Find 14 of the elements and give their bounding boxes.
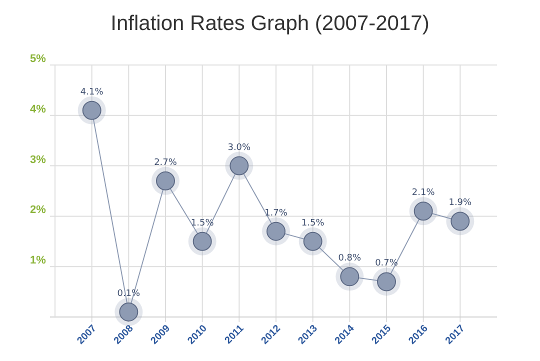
y-tick-label: 2%: [30, 204, 46, 216]
data-label: 1.9%: [448, 198, 472, 208]
data-label: 2.7%: [154, 158, 178, 168]
data-label: 2.1%: [412, 188, 436, 198]
data-label: 3.0%: [228, 142, 252, 153]
y-tick-label: 1%: [30, 254, 46, 267]
data-label: 0.8%: [338, 254, 362, 264]
y-tick-label: 3%: [30, 154, 46, 166]
data-label: 4.1%: [80, 87, 104, 98]
y-tick-label: 5%: [30, 53, 46, 65]
data-label: 1.7%: [264, 208, 288, 218]
chart-title: Inflation Rates Graph (2007-2017): [110, 12, 430, 35]
data-label: 1.5%: [301, 218, 325, 228]
y-tick-label: 4%: [30, 103, 46, 116]
